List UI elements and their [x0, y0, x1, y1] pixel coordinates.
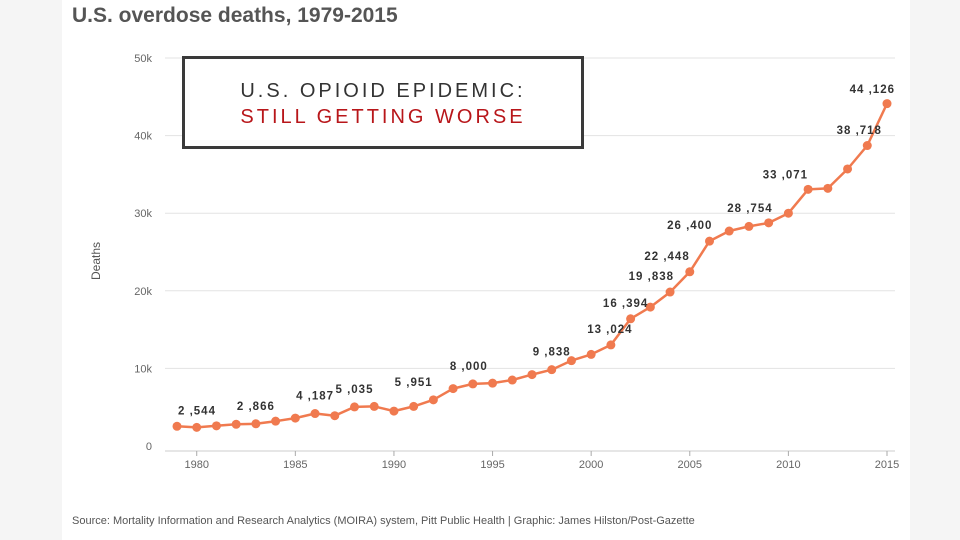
y-tick-label: 30k	[134, 208, 152, 220]
x-tick-label: 1990	[382, 459, 406, 471]
data-point	[389, 406, 399, 416]
data-point	[290, 413, 300, 423]
y-tick-label: 50k	[134, 53, 152, 65]
data-point	[172, 421, 182, 431]
data-point	[271, 416, 281, 426]
x-tick-label: 1985	[283, 459, 307, 471]
data-label: 16 ,394	[603, 298, 648, 310]
data-point	[685, 267, 695, 277]
data-point	[665, 287, 675, 297]
data-label: 5 ,035	[336, 384, 374, 396]
data-point	[645, 302, 655, 312]
x-tick-label: 1980	[184, 459, 208, 471]
data-label: 9 ,838	[533, 347, 571, 359]
data-point	[586, 349, 596, 359]
data-point	[606, 340, 616, 350]
banner-line-1: U.S. OPIOID EPIDEMIC:	[240, 80, 526, 102]
data-point	[350, 402, 359, 412]
x-tick-label: 2005	[678, 459, 702, 471]
data-point	[882, 99, 892, 109]
headline-banner: U.S. OPIOID EPIDEMIC: STILL GETTING WORS…	[182, 56, 584, 149]
x-tick-label: 2015	[875, 459, 899, 471]
data-point	[626, 314, 636, 324]
data-label: 26 ,400	[667, 220, 712, 232]
data-label: 4 ,187	[296, 391, 334, 403]
data-point	[211, 421, 221, 431]
x-tick-label: 2010	[776, 459, 800, 471]
data-point	[843, 164, 853, 174]
data-label: 13 ,024	[587, 324, 632, 336]
data-point	[566, 356, 576, 366]
data-point	[862, 141, 872, 151]
data-point	[488, 378, 498, 388]
data-point	[251, 419, 261, 429]
y-tick-label: 0	[146, 441, 152, 453]
data-point	[783, 208, 793, 218]
data-label: 19 ,838	[629, 271, 674, 283]
data-point	[409, 401, 419, 411]
data-point	[231, 419, 241, 429]
chart-title: U.S. overdose deaths, 1979-2015	[72, 4, 398, 27]
data-label: 44 ,126	[850, 84, 895, 96]
data-label: 38 ,718	[837, 125, 882, 137]
data-label: 28 ,754	[727, 203, 772, 215]
data-point	[823, 183, 833, 193]
y-tick-label: 20k	[134, 286, 152, 298]
data-label: 22 ,448	[644, 251, 689, 263]
data-point	[705, 236, 714, 246]
data-point	[369, 401, 379, 411]
data-label: 5 ,951	[395, 377, 433, 389]
data-point	[468, 379, 478, 389]
data-point	[310, 409, 320, 419]
data-point	[330, 411, 340, 421]
data-label: 8 ,000	[450, 361, 488, 373]
data-point	[527, 370, 537, 380]
data-point	[547, 365, 557, 375]
data-point	[724, 226, 734, 236]
data-point	[744, 221, 754, 231]
data-point	[803, 184, 813, 194]
data-label: 2 ,544	[178, 405, 216, 417]
x-tick-label: 1995	[480, 459, 504, 471]
data-point	[428, 395, 438, 405]
data-label: 33 ,071	[763, 169, 808, 181]
banner-line-2: STILL GETTING WORSE	[240, 106, 526, 128]
data-point	[507, 375, 517, 385]
data-point	[192, 422, 202, 432]
source-credit: Source: Mortality Information and Resear…	[72, 515, 695, 527]
x-tick-label: 2000	[579, 459, 603, 471]
data-label: 2 ,866	[237, 401, 275, 413]
y-tick-label: 40k	[134, 131, 152, 143]
data-point	[764, 218, 774, 228]
data-point	[448, 384, 458, 394]
y-tick-label: 10k	[134, 363, 152, 375]
